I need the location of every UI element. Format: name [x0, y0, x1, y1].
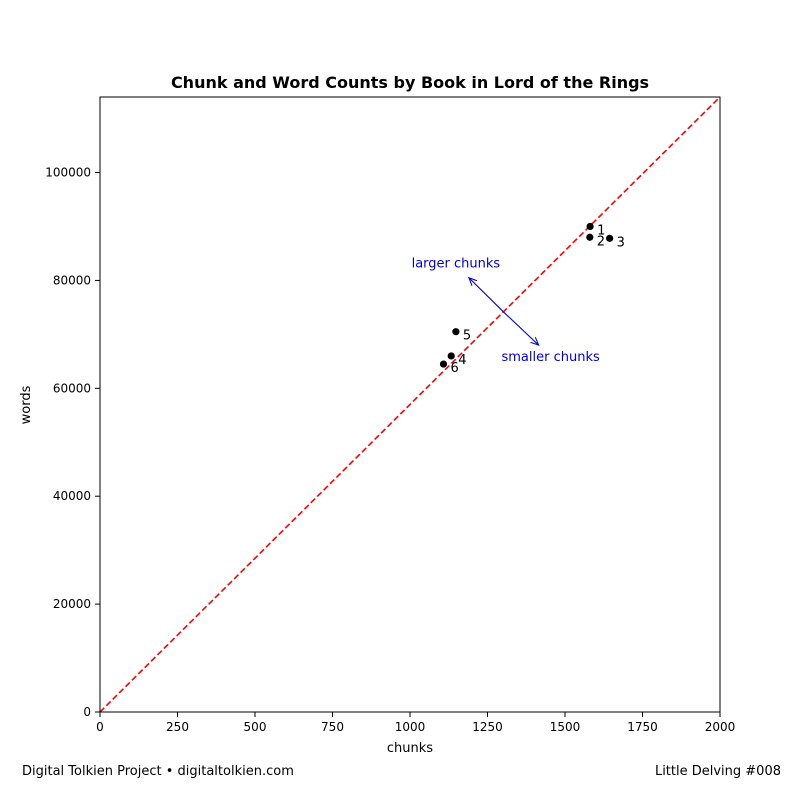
- point-label: 3: [617, 235, 625, 250]
- y-tick-label: 0: [83, 705, 91, 719]
- data-point: [586, 233, 594, 241]
- data-point: [439, 360, 448, 368]
- plot-frame: [99, 96, 721, 713]
- annotation-arrow: [502, 311, 539, 345]
- y-tick-label: 100000: [45, 166, 91, 180]
- x-tick-label: 2000: [705, 720, 736, 734]
- x-tick-label: 1250: [472, 720, 503, 734]
- point-label: 5: [463, 329, 471, 344]
- y-axis-label: words: [19, 385, 34, 424]
- annotation-label: smaller chunks: [502, 350, 600, 365]
- point-label: 2: [597, 234, 605, 249]
- point-label: 6: [450, 361, 458, 376]
- data-point: [586, 222, 594, 231]
- reference-line: [100, 97, 720, 712]
- x-tick-label: 750: [321, 720, 344, 734]
- data-point: [447, 352, 455, 360]
- y-tick-label: 60000: [53, 381, 91, 395]
- x-tick-label: 1750: [627, 720, 658, 734]
- x-axis-label: chunks: [387, 741, 433, 756]
- footer-credit: Digital Tolkien Project • digitaltolkien…: [22, 764, 294, 779]
- data-point: [452, 328, 460, 336]
- x-tick-label: 0: [96, 720, 104, 734]
- x-tick-label: 250: [166, 720, 189, 734]
- annotation-arrow: [469, 278, 504, 312]
- y-tick-label: 20000: [53, 597, 91, 611]
- y-tick-label: 80000: [53, 273, 91, 287]
- annotation-label: larger chunks: [412, 257, 501, 272]
- data-point: [606, 234, 614, 242]
- point-label: 1: [597, 223, 605, 238]
- x-tick-label: 1000: [395, 720, 426, 734]
- y-tick-label: 40000: [53, 489, 91, 503]
- chart-title: Chunk and Word Counts by Book in Lord of…: [171, 73, 649, 92]
- x-tick-label: 1500: [550, 720, 581, 734]
- x-tick-label: 500: [244, 720, 267, 734]
- point-label: 4: [458, 353, 466, 368]
- footer-issue: Little Delving #008: [654, 764, 781, 779]
